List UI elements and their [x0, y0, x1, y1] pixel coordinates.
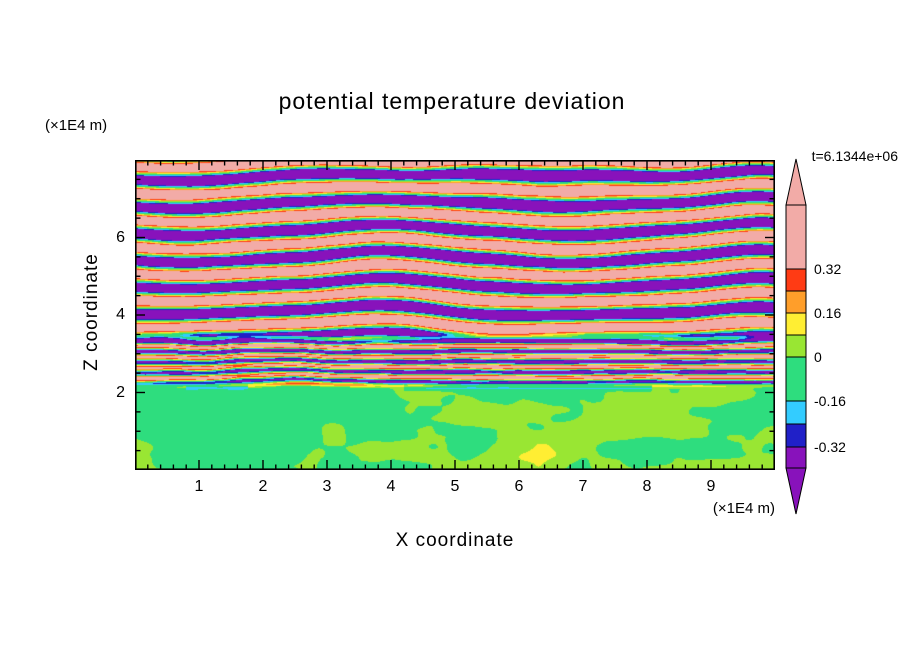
colorbar-segment — [785, 268, 807, 292]
x-axis-unit: (×1E4 m) — [712, 500, 775, 517]
colorbar-segment — [785, 334, 807, 358]
x-tick-label: 1 — [194, 478, 204, 495]
y-axis-label: Z coordinate — [81, 253, 102, 371]
x-tick-label: 3 — [322, 478, 332, 495]
x-tick-label: 5 — [450, 478, 460, 495]
y-tick-label: 6 — [116, 228, 125, 246]
time-label: t=6.1344e+06 — [811, 148, 898, 164]
page-title: potential temperature deviation — [278, 88, 626, 114]
colorbar — [785, 158, 807, 515]
x-tick-label: 6 — [514, 478, 524, 495]
colorbar-segment — [785, 312, 807, 336]
y-tick-label: 4 — [116, 306, 125, 323]
colorbar-label: 0.32 — [814, 261, 842, 277]
colorbar-label: 0 — [814, 349, 822, 365]
colorbar-segment — [785, 290, 807, 314]
colorbar-segment — [785, 204, 807, 270]
colorbar-label: 0.16 — [814, 305, 842, 321]
y-tick-label: 2 — [116, 383, 125, 401]
colorbar-segment — [785, 446, 807, 469]
colorbar-segment — [785, 423, 807, 448]
contour-field-canvas — [135, 160, 775, 470]
y-axis-unit: (×1E4 m) — [45, 117, 108, 134]
colorbar-label: -0.32 — [814, 439, 846, 455]
x-tick-label: 4 — [386, 478, 396, 495]
colorbar-label: -0.16 — [814, 393, 846, 409]
x-tick-label: 9 — [706, 478, 716, 495]
colorbar-segment — [785, 356, 807, 402]
x-tick-label: 8 — [642, 478, 652, 495]
colorbar-segment — [785, 400, 807, 425]
x-tick-label: 7 — [578, 478, 588, 495]
x-tick-label: 2 — [258, 478, 268, 495]
x-axis-label: X coordinate — [395, 530, 515, 551]
